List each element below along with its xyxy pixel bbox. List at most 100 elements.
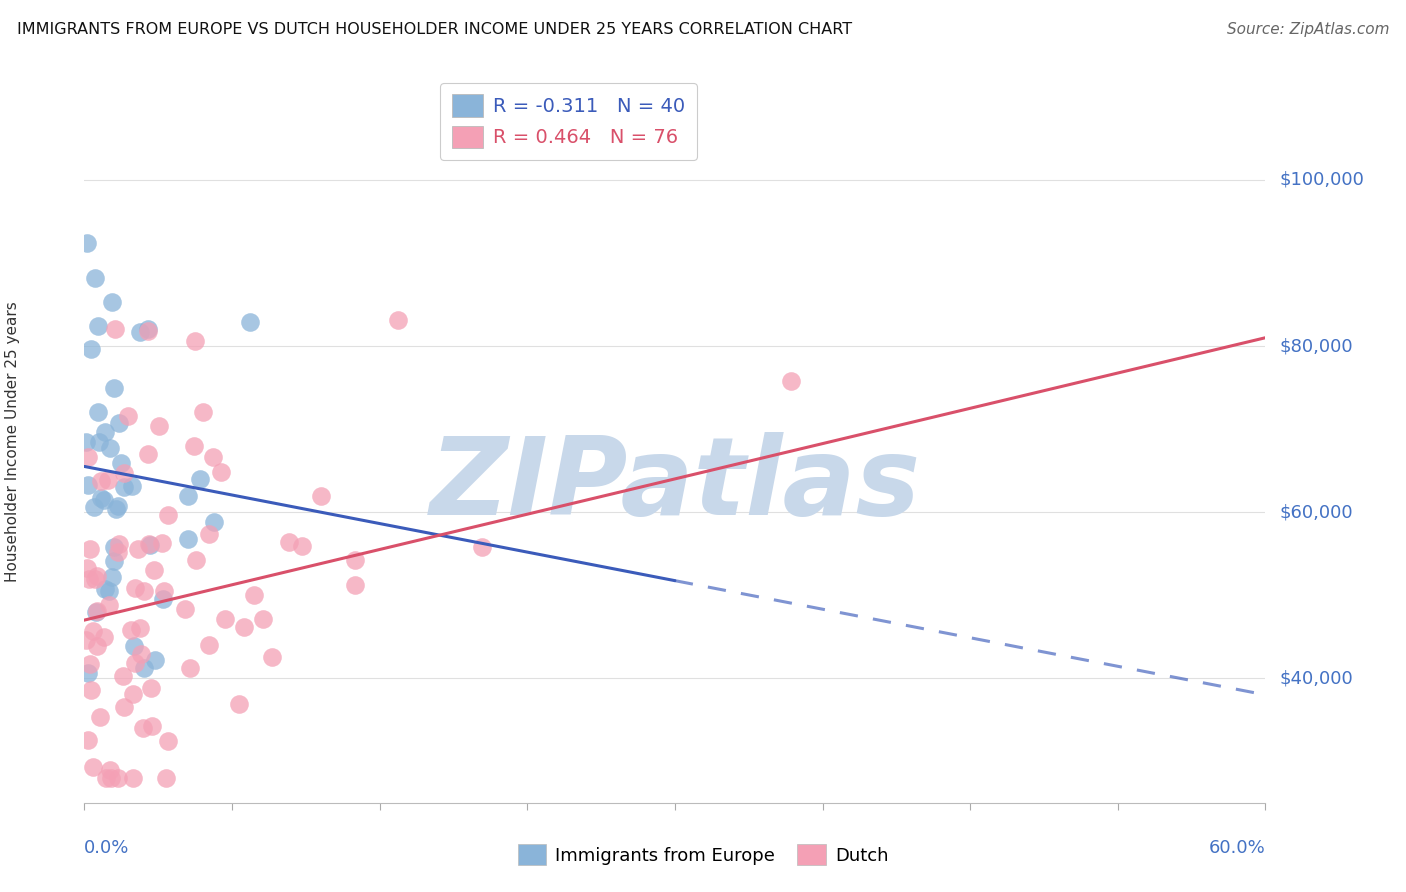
Point xyxy=(124,582,146,596)
Point xyxy=(75,633,97,648)
Point xyxy=(87,405,110,419)
Point xyxy=(155,771,177,785)
Point xyxy=(183,439,205,453)
Point xyxy=(79,657,101,671)
Legend: R = -0.311   N = 40, R = 0.464   N = 76: R = -0.311 N = 40, R = 0.464 N = 76 xyxy=(440,83,697,160)
Point xyxy=(120,623,142,637)
Point xyxy=(103,541,125,555)
Point xyxy=(209,465,232,479)
Point xyxy=(103,382,125,396)
Point xyxy=(76,235,98,250)
Point xyxy=(188,472,211,486)
Point xyxy=(101,569,124,583)
Point xyxy=(79,542,101,557)
Point xyxy=(93,493,115,508)
Point xyxy=(239,315,262,329)
Point xyxy=(387,313,409,327)
Point xyxy=(132,721,155,735)
Point xyxy=(97,473,120,487)
Point xyxy=(86,639,108,653)
Text: $60,000: $60,000 xyxy=(1279,503,1353,521)
Point xyxy=(214,612,236,626)
Point xyxy=(100,771,122,785)
Point xyxy=(82,760,104,774)
Text: 60.0%: 60.0% xyxy=(1209,838,1265,857)
Point xyxy=(105,502,128,516)
Point xyxy=(471,540,494,554)
Point xyxy=(87,318,110,333)
Point xyxy=(97,598,120,612)
Point xyxy=(134,583,156,598)
Point xyxy=(121,478,143,492)
Point xyxy=(138,537,160,551)
Text: IMMIGRANTS FROM EUROPE VS DUTCH HOUSEHOLDER INCOME UNDER 25 YEARS CORRELATION CH: IMMIGRANTS FROM EUROPE VS DUTCH HOUSEHOL… xyxy=(17,22,852,37)
Point xyxy=(152,592,174,607)
Point xyxy=(110,456,132,470)
Point xyxy=(117,409,139,423)
Text: 0.0%: 0.0% xyxy=(84,838,129,857)
Point xyxy=(90,491,112,505)
Point xyxy=(780,374,803,388)
Point xyxy=(84,605,107,619)
Point xyxy=(79,342,101,356)
Point xyxy=(136,447,159,461)
Point xyxy=(198,638,221,652)
Text: $40,000: $40,000 xyxy=(1279,669,1353,687)
Point xyxy=(107,545,129,559)
Point xyxy=(198,527,221,541)
Point xyxy=(148,419,170,434)
Point xyxy=(243,588,266,602)
Point xyxy=(112,699,135,714)
Point xyxy=(344,578,367,592)
Point xyxy=(75,434,97,449)
Point xyxy=(124,657,146,671)
Point xyxy=(150,536,173,550)
Point xyxy=(184,334,207,348)
Text: $100,000: $100,000 xyxy=(1279,171,1364,189)
Text: Source: ZipAtlas.com: Source: ZipAtlas.com xyxy=(1226,22,1389,37)
Point xyxy=(87,435,110,450)
Point xyxy=(89,710,111,724)
Point xyxy=(173,601,195,615)
Point xyxy=(76,561,98,575)
Text: Householder Income Under 25 years: Householder Income Under 25 years xyxy=(4,301,20,582)
Point xyxy=(93,630,115,644)
Point xyxy=(80,683,103,698)
Point xyxy=(129,621,152,635)
Point xyxy=(228,697,250,711)
Point xyxy=(141,719,163,733)
Text: ZIPatlas: ZIPatlas xyxy=(429,432,921,538)
Point xyxy=(233,620,256,634)
Point xyxy=(136,322,159,336)
Point xyxy=(94,425,117,440)
Point xyxy=(129,647,152,661)
Point xyxy=(98,584,121,599)
Point xyxy=(157,508,180,522)
Point xyxy=(136,324,159,338)
Point xyxy=(77,573,100,587)
Point xyxy=(107,416,129,430)
Point xyxy=(252,611,274,625)
Point xyxy=(153,583,176,598)
Point xyxy=(139,538,162,552)
Point xyxy=(179,661,201,675)
Point xyxy=(311,489,333,503)
Point xyxy=(277,535,299,549)
Point xyxy=(76,450,98,465)
Point xyxy=(76,478,98,492)
Point xyxy=(129,325,152,339)
Point xyxy=(291,539,314,553)
Point xyxy=(107,771,129,785)
Legend: Immigrants from Europe, Dutch: Immigrants from Europe, Dutch xyxy=(510,837,896,872)
Point xyxy=(184,553,207,567)
Point xyxy=(94,771,117,785)
Point xyxy=(76,732,98,747)
Point xyxy=(127,542,149,557)
Point xyxy=(107,499,129,513)
Point xyxy=(202,516,225,530)
Point xyxy=(202,450,225,465)
Point xyxy=(93,582,115,597)
Point xyxy=(104,321,127,335)
Text: $80,000: $80,000 xyxy=(1279,337,1353,355)
Point xyxy=(156,734,179,748)
